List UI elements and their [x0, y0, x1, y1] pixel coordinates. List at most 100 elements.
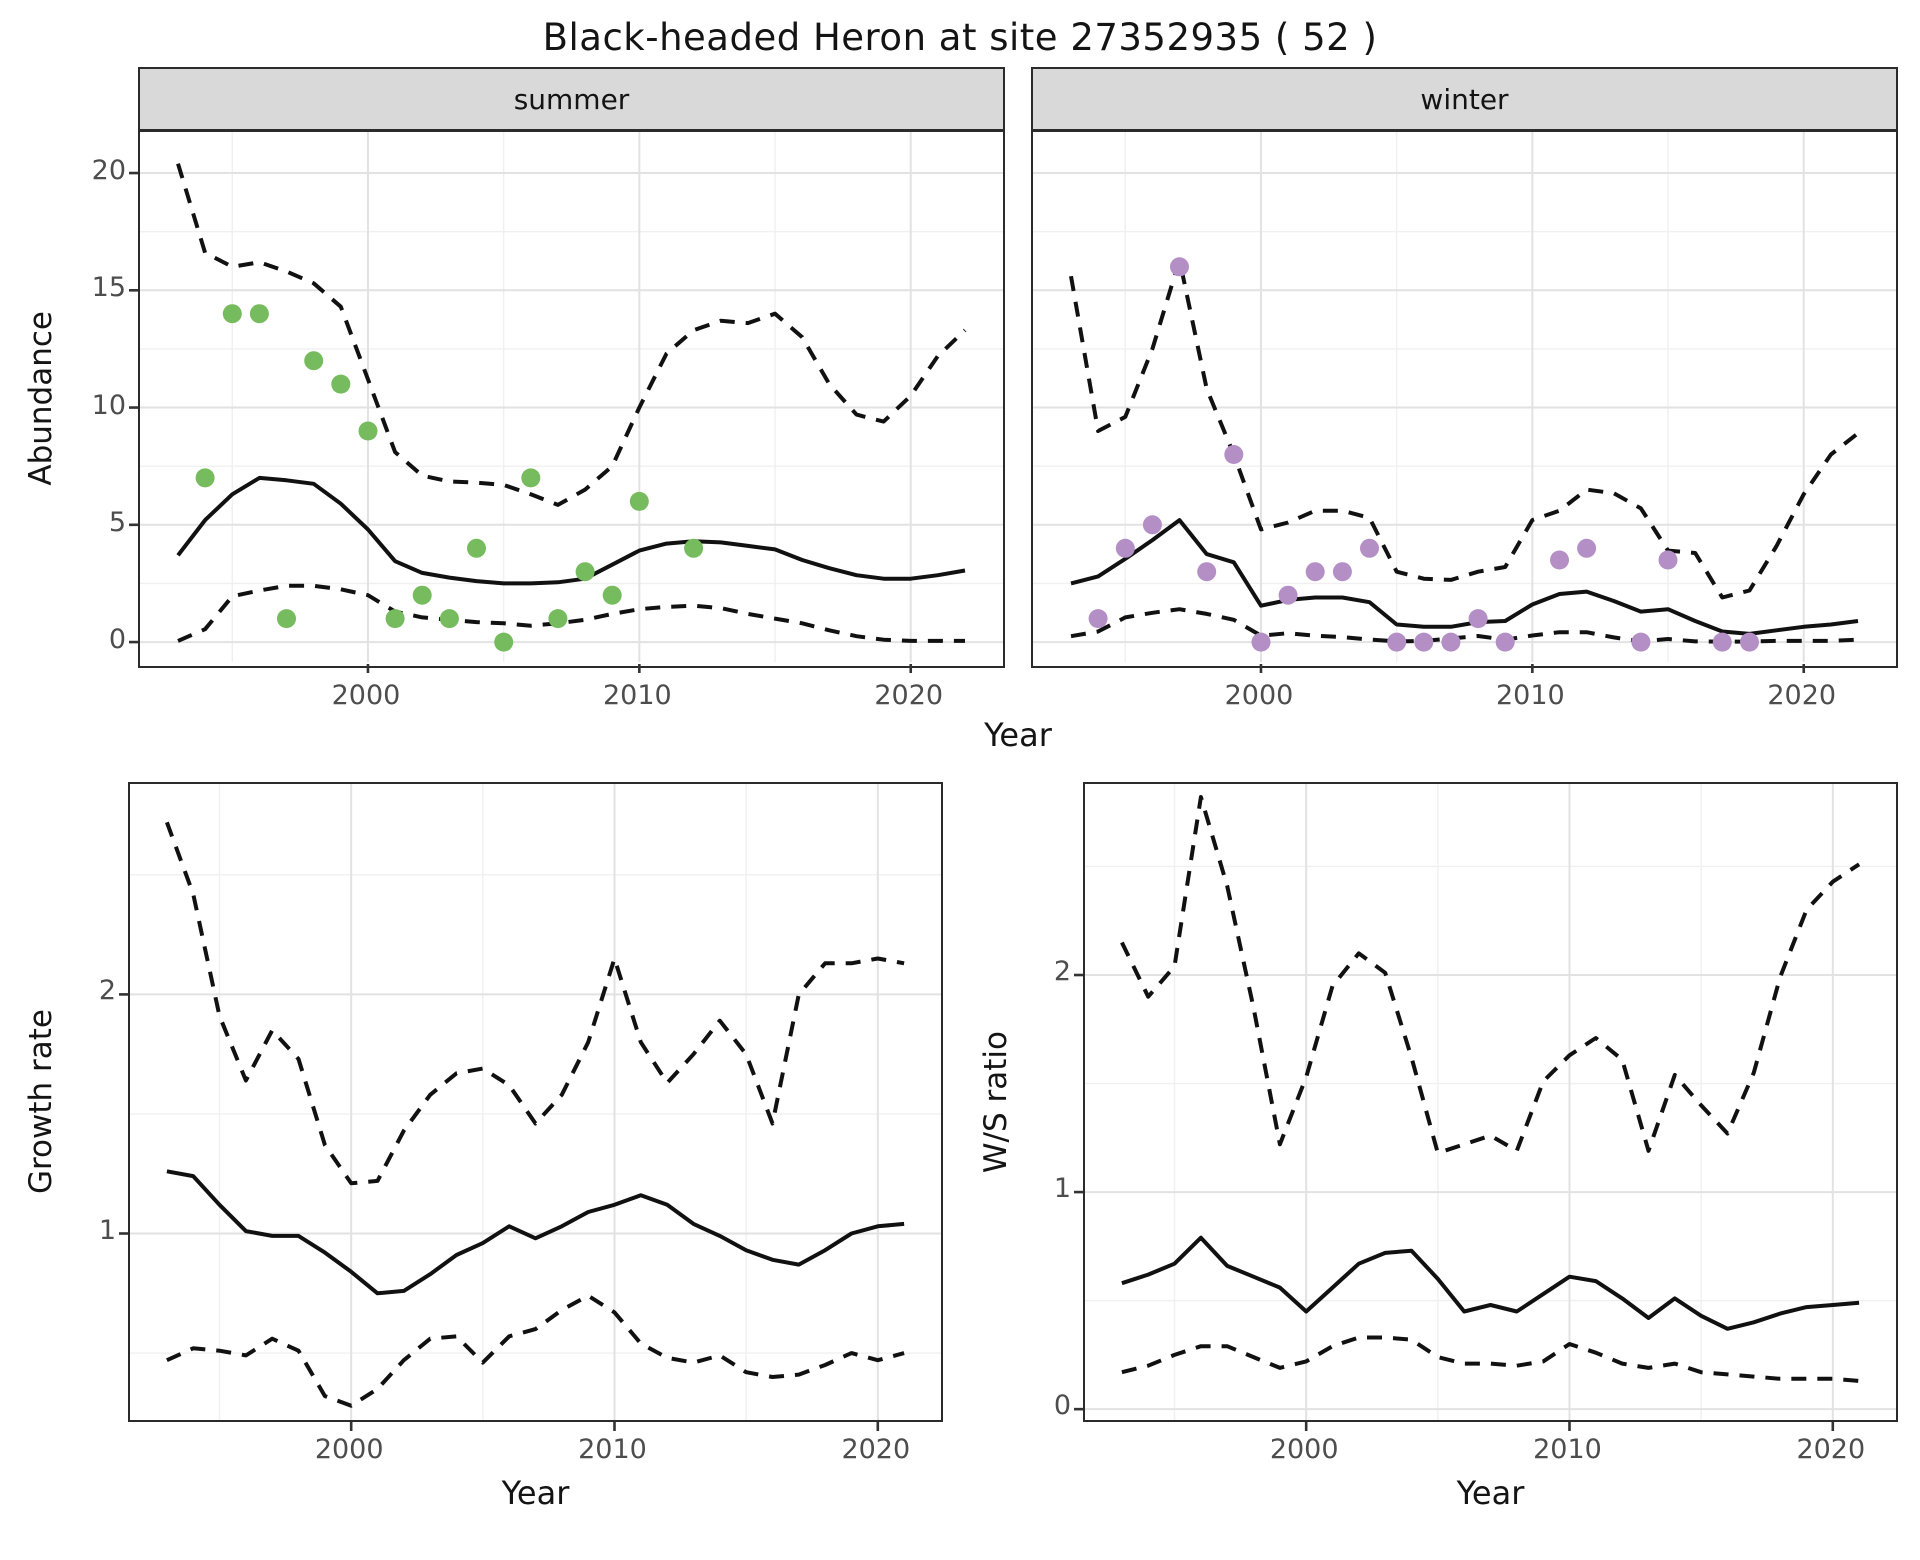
x-axis-title-growth: Year	[501, 1474, 570, 1512]
y-axis-title-abundance: Abundance	[23, 310, 59, 486]
x-tick-label: 2000	[1269, 1434, 1339, 1465]
abundance-figure: Abundance 0 5 10 15 20 summer 2000 2010 2020 w…	[18, 67, 1920, 754]
ws_ratio-svg	[1074, 784, 1896, 1431]
observation-point	[331, 374, 351, 394]
x-axis-title-ws: Year	[1456, 1474, 1525, 1512]
x-axis-tick-labels-winter: 2000 2010 2020	[1031, 668, 1898, 714]
mean-line	[1121, 1235, 1860, 1331]
observation-point	[1197, 562, 1217, 582]
ws-ratio-plot: W/S ratio 0 1 2 2000 2010 2020 Year	[973, 782, 1898, 1526]
y-tick-label: 0	[1053, 1390, 1071, 1422]
growth_rate-svg	[119, 784, 941, 1431]
x-axis-tick-labels-ws: 2000 2010 2020	[1083, 1422, 1898, 1468]
facet-winter: winter 2000 2010 2020	[1031, 67, 1898, 714]
observation-point	[1332, 562, 1352, 582]
x-tick-label: 2010	[578, 1434, 647, 1465]
observation-point	[1115, 538, 1135, 558]
y-axis-tick-labels-abundance: 0 5 10 15 20	[64, 67, 138, 665]
mean-line	[1070, 518, 1859, 636]
x-tick-label: 2010	[1495, 680, 1565, 711]
observation-point	[195, 468, 215, 488]
upper-ci-line	[1069, 257, 1860, 600]
observation-point	[1631, 632, 1651, 652]
observation-point	[1360, 538, 1379, 558]
growth-rate-axis-title-column: Growth rate	[18, 782, 64, 1422]
observation-point	[575, 562, 595, 582]
facet-summer: summer 2000 2010 2020	[129, 67, 1005, 714]
observation-point	[629, 491, 649, 511]
winter-abundance-panel	[1031, 130, 1898, 673]
observation-point	[1658, 550, 1678, 570]
mean-line	[166, 1169, 905, 1296]
observation-point	[494, 632, 514, 652]
y-tick-label: 1	[98, 1214, 116, 1246]
x-tick-label: 2010	[602, 680, 672, 711]
y-axis-title-ws-ratio: W/S ratio	[978, 1030, 1014, 1174]
abundance-axis-title-column: Abundance	[18, 67, 64, 665]
observation-point	[358, 421, 378, 441]
y-tick-label: 10	[91, 389, 126, 421]
abundance_winter-svg	[1033, 132, 1896, 673]
x-axis-tick-labels-summer: 2000 2010 2020	[138, 668, 1005, 714]
observation-point	[684, 538, 704, 558]
observation-point	[1550, 550, 1569, 570]
observation-point	[1142, 515, 1162, 535]
facet-strip-summer: summer	[138, 67, 1005, 131]
y-tick-label: 20	[91, 154, 126, 186]
y-tick-label: 5	[108, 506, 126, 538]
observation-point	[467, 538, 486, 558]
lower-ci-line	[166, 1293, 905, 1408]
observation-point	[1224, 445, 1244, 464]
x-tick-label: 2020	[1796, 1434, 1866, 1465]
lower-ci-line	[1121, 1335, 1860, 1383]
observation-point	[602, 585, 622, 605]
observation-point	[1278, 585, 1298, 605]
x-tick-label: 2000	[1224, 680, 1294, 711]
page-title: Black-headed Heron at site 27352935 ( 52…	[542, 16, 1378, 59]
observation-point	[1712, 632, 1732, 652]
ws-ratio-axis-title-column: W/S ratio	[973, 782, 1019, 1422]
x-tick-label: 2020	[874, 680, 944, 711]
observation-point	[412, 585, 432, 605]
x-tick-label: 2000	[314, 1434, 384, 1465]
observation-point	[1414, 632, 1434, 652]
observation-point	[548, 609, 568, 629]
x-axis-title-top: Year	[984, 716, 1052, 754]
facet-gap	[1005, 67, 1031, 714]
lower-ci-line	[177, 583, 965, 643]
observation-point	[249, 304, 269, 324]
y-tick-label: 2	[98, 975, 116, 1007]
lower-ci-line	[1070, 607, 1859, 644]
upper-ci-line	[1120, 795, 1861, 1155]
observation-point	[521, 468, 541, 488]
abundance_summer-svg	[129, 132, 1003, 673]
y-tick-label: 1	[1053, 1173, 1071, 1205]
observation-point	[1495, 632, 1515, 652]
y-tick-label: 2	[1053, 955, 1071, 987]
upper-ci-line	[165, 821, 905, 1186]
x-tick-label: 2010	[1533, 1434, 1602, 1465]
observation-point	[1468, 609, 1488, 629]
observation-point	[1441, 632, 1461, 652]
upper-ci-line	[176, 163, 967, 507]
observation-point	[222, 304, 242, 324]
observation-point	[1387, 632, 1407, 652]
x-tick-label: 2020	[1767, 680, 1837, 711]
x-tick-label: 2020	[841, 1434, 911, 1465]
x-tick-label: 2000	[331, 680, 401, 711]
summer-abundance-panel	[129, 130, 1005, 673]
y-axis-title-growth-rate: Growth rate	[23, 1009, 59, 1195]
facet-strip-winter: winter	[1031, 67, 1898, 131]
observation-point	[277, 609, 296, 629]
mean-line	[176, 475, 966, 586]
x-axis-tick-labels-growth: 2000 2010 2020	[128, 1422, 943, 1468]
observation-point	[1305, 562, 1325, 582]
ws-ratio-panel	[1074, 782, 1898, 1431]
observation-point	[385, 609, 405, 629]
observation-point	[439, 609, 459, 629]
y-axis-tick-labels-ws: 0 1 2	[1019, 782, 1083, 1422]
observation-point	[1740, 632, 1759, 652]
